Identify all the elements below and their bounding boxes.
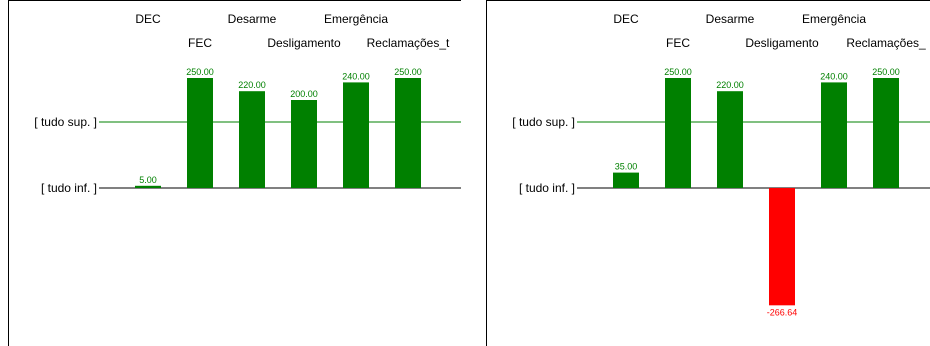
bar — [291, 100, 317, 188]
bar-chart-left: [ tudo sup. ] [ tudo inf. ] 5.00 DEC 250.00 F… — [34, 12, 461, 195]
bar — [769, 188, 795, 306]
category-label: Emergência — [802, 12, 866, 26]
bar-value-label: 5.00 — [139, 175, 157, 185]
bar-value-label: 250.00 — [872, 67, 900, 77]
category-label: DEC — [613, 12, 639, 26]
bar-value-label: 220.00 — [238, 80, 266, 90]
reference-label: [ tudo sup. ] — [512, 115, 575, 129]
reference-label: [ tudo inf. ] — [41, 181, 97, 195]
bar-value-label: -266.64 — [767, 307, 798, 317]
category-label: DEC — [135, 12, 161, 26]
bar — [187, 78, 213, 188]
category-label: Reclamações_ — [846, 36, 926, 50]
chart-panel-left: [ tudo sup. ] [ tudo inf. ] 5.00 DEC 250.00 F… — [8, 0, 461, 346]
bar-value-label: 220.00 — [716, 80, 744, 90]
category-label: Desligamento — [745, 36, 819, 50]
bar-value-label: 240.00 — [820, 71, 848, 81]
bar-value-label: 200.00 — [290, 89, 318, 99]
reference-label: [ tudo inf. ] — [519, 181, 575, 195]
bar — [135, 185, 161, 188]
chart-panel-right: [ tudo sup. ] [ tudo inf. ] 35.00 DEC 250.00… — [486, 0, 930, 346]
bar — [395, 78, 421, 188]
bar-value-label: 250.00 — [664, 67, 692, 77]
category-label: FEC — [188, 36, 212, 50]
category-label: Reclamações_t — [367, 36, 450, 50]
bar — [873, 78, 899, 188]
bar-value-label: 250.00 — [394, 67, 422, 77]
category-label: Desligamento — [267, 36, 341, 50]
bar-value-label: 240.00 — [342, 71, 370, 81]
category-label: Desarme — [228, 12, 277, 26]
bar — [343, 82, 369, 188]
bar-value-label: 250.00 — [186, 67, 214, 77]
category-label: Desarme — [706, 12, 755, 26]
category-label: Emergência — [324, 12, 388, 26]
bar-value-label: 35.00 — [615, 162, 638, 172]
bar — [665, 78, 691, 188]
bar — [239, 91, 265, 188]
category-label: FEC — [666, 36, 690, 50]
bar — [613, 172, 639, 188]
bar-chart-right: [ tudo sup. ] [ tudo inf. ] 35.00 DEC 250.00… — [512, 12, 930, 317]
bar — [717, 91, 743, 188]
reference-label: [ tudo sup. ] — [34, 115, 97, 129]
bar — [821, 82, 847, 188]
